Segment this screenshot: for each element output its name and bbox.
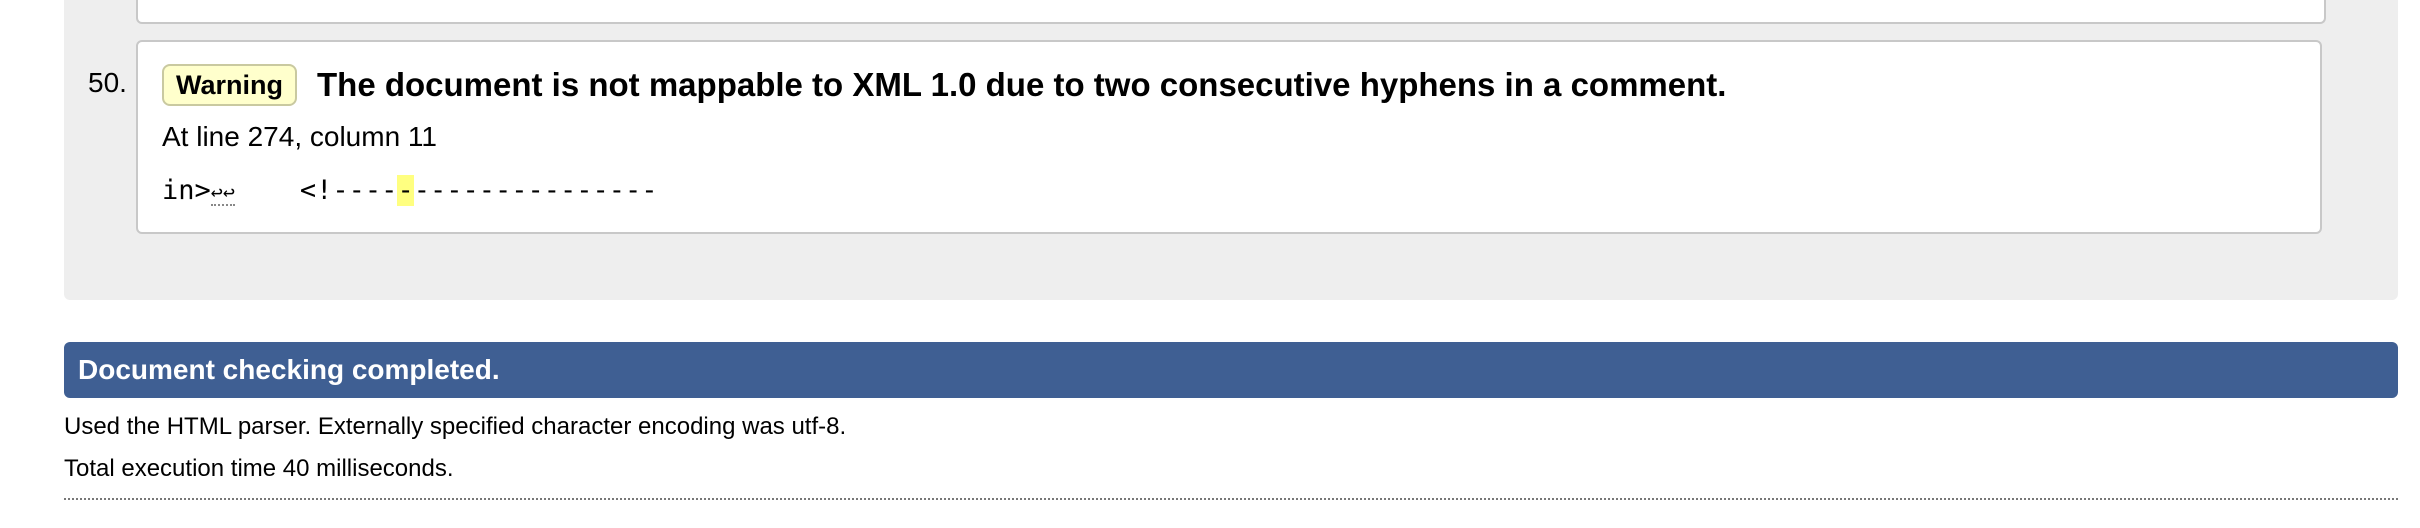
list-item: 50. Warning The document is not mappable… xyxy=(64,40,2398,236)
results-panel: 50. Warning The document is not mappable… xyxy=(64,0,2398,300)
extract-after: --------------- xyxy=(413,175,658,206)
message-location: At line 274, column 11 xyxy=(162,121,437,152)
extract-middle: <!---- xyxy=(234,175,398,206)
message-box: Warning The document is not mappable to … xyxy=(136,40,2322,234)
extract-highlight: - xyxy=(397,175,414,206)
message-number: 50. xyxy=(88,67,127,98)
completion-title: Document checking completed. xyxy=(78,354,500,385)
code-extract: in>↩↩ <!-------------------- xyxy=(162,174,658,209)
warning-badge: Warning xyxy=(162,64,297,106)
message-title: The document is not mappable to XML 1.0 … xyxy=(317,66,1727,103)
extract-before: in> xyxy=(162,175,211,206)
divider xyxy=(64,498,2398,500)
previous-message-box xyxy=(136,0,2326,24)
message-header: Warning The document is not mappable to … xyxy=(162,64,1726,106)
execution-time: Total execution time 40 milliseconds. xyxy=(64,455,454,482)
line-break-icon: ↩↩ xyxy=(210,180,235,206)
parser-info: Used the HTML parser. Externally specifi… xyxy=(64,413,847,440)
completion-bar: Document checking completed. xyxy=(64,342,2398,398)
